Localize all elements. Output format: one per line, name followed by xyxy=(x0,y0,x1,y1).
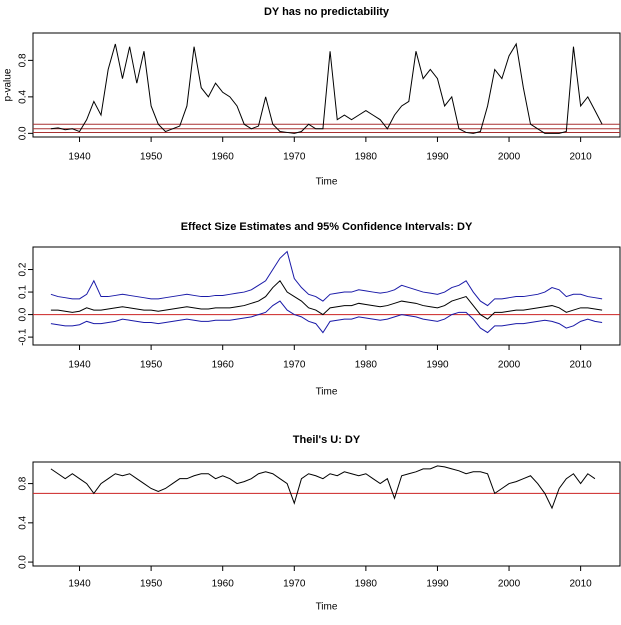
plot-frame xyxy=(32,246,621,346)
x-tick-label: 1980 xyxy=(355,579,378,590)
x-axis-label: Time xyxy=(316,602,338,613)
chart-title: DY has no predictability xyxy=(264,6,390,18)
x-tick-label: 1950 xyxy=(140,152,163,163)
x-tick-label: 2010 xyxy=(570,152,593,163)
x-tick-label: 1940 xyxy=(68,360,91,371)
x-tick-label: 2000 xyxy=(498,579,521,590)
series-line xyxy=(50,300,603,334)
y-tick-label: 0.0 xyxy=(18,555,29,569)
y-tick-label: 0.2 xyxy=(18,262,29,276)
y-tick-label: 0.1 xyxy=(18,285,29,299)
series-line xyxy=(50,465,596,510)
x-tick-label: 1960 xyxy=(212,360,235,371)
series-line xyxy=(50,42,603,134)
x-tick-label: 1980 xyxy=(355,152,378,163)
x-tick-label: 1990 xyxy=(426,360,449,371)
plot-frame xyxy=(32,461,621,567)
x-tick-label: 1990 xyxy=(426,152,449,163)
y-tick-label: 0.0 xyxy=(18,126,29,140)
x-tick-label: 1970 xyxy=(283,360,306,371)
x-axis-label: Time xyxy=(316,177,338,188)
x-tick-label: 1950 xyxy=(140,360,163,371)
y-tick-label: 0.0 xyxy=(18,307,29,321)
x-tick-label: 2010 xyxy=(570,360,593,371)
x-tick-label: 2010 xyxy=(570,579,593,590)
x-tick-label: 1970 xyxy=(283,152,306,163)
series-line xyxy=(50,280,603,320)
x-axis-label: Time xyxy=(316,387,338,398)
x-tick-label: 2000 xyxy=(498,152,521,163)
y-tick-label: 0.4 xyxy=(18,89,29,103)
x-tick-label: 1990 xyxy=(426,579,449,590)
y-tick-label: 0.4 xyxy=(18,515,29,529)
x-tick-label: 1940 xyxy=(68,152,91,163)
x-tick-label: 1960 xyxy=(212,152,235,163)
x-tick-label: 2000 xyxy=(498,360,521,371)
y-tick-label: 0.8 xyxy=(18,476,29,490)
x-tick-label: 1960 xyxy=(212,579,235,590)
y-tick-label: -0.1 xyxy=(18,328,29,346)
y-tick-label: 0.8 xyxy=(18,53,29,67)
chart-title: Effect Size Estimates and 95% Confidence… xyxy=(181,221,473,233)
series-line xyxy=(50,250,603,307)
plot-frame xyxy=(32,32,621,138)
x-tick-label: 1950 xyxy=(140,579,163,590)
y-axis-label: p-value xyxy=(3,68,14,101)
x-tick-label: 1970 xyxy=(283,579,306,590)
x-tick-label: 1940 xyxy=(68,579,91,590)
x-tick-label: 1980 xyxy=(355,360,378,371)
chart-title: Theil's U: DY xyxy=(293,434,361,446)
